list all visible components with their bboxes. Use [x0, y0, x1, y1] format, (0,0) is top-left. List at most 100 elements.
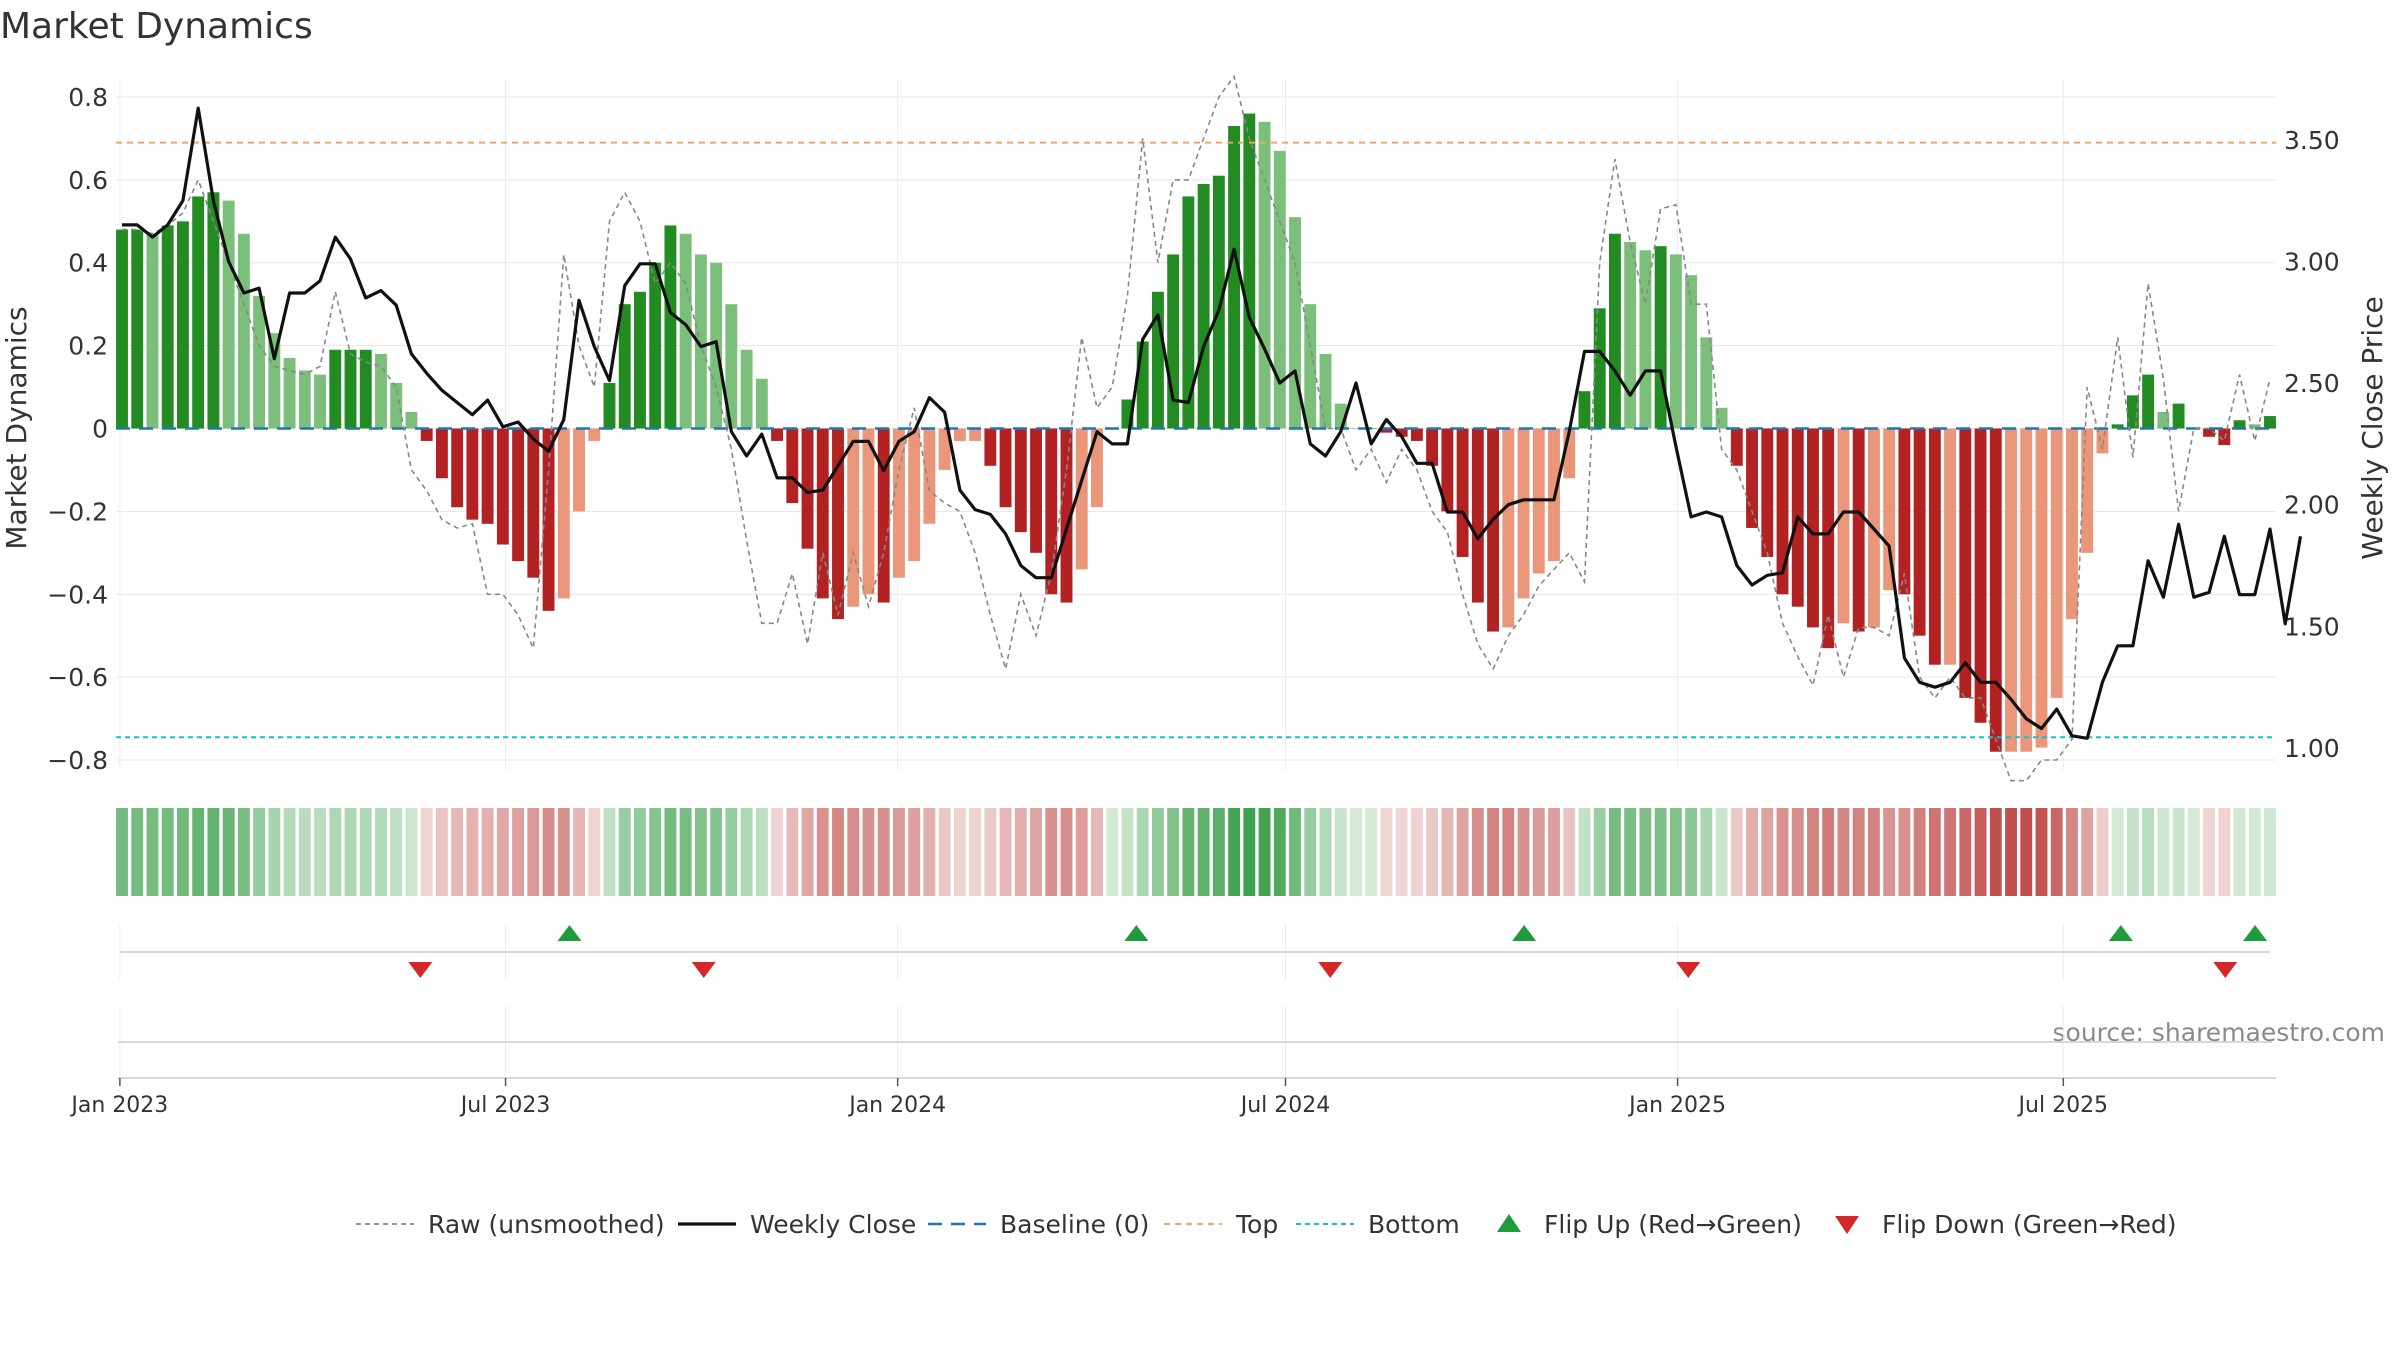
- bar: [116, 229, 128, 429]
- bar: [1289, 217, 1301, 429]
- legend: Raw (unsmoothed) Weekly Close Baseline (0)…: [356, 1210, 2177, 1239]
- ribbon-cell: [694, 808, 707, 896]
- ribbon-cell: [1075, 808, 1088, 896]
- bar: [1989, 428, 2002, 752]
- bar: [1060, 428, 1073, 603]
- ribbon-cell: [1974, 808, 1987, 896]
- ribbon-cell: [1212, 808, 1225, 896]
- bar: [1487, 428, 1500, 632]
- ribbon-cell: [1852, 808, 1865, 896]
- bar: [2081, 428, 2094, 553]
- bar: [603, 382, 616, 429]
- x-tick-label: Jul 2023: [459, 1093, 551, 1118]
- bar: [1685, 275, 1698, 429]
- bar: [1746, 428, 1758, 528]
- legend-label: Weekly Close: [750, 1210, 916, 1239]
- ribbon-cell: [649, 808, 662, 896]
- ribbon-cell: [908, 808, 921, 896]
- bar: [2020, 428, 2033, 752]
- bar: [1776, 428, 1789, 595]
- bar: [207, 192, 220, 429]
- ribbon-cell: [1837, 808, 1850, 896]
- y-left-tick-label: −0.8: [47, 746, 108, 775]
- ribbon-cell: [1624, 808, 1637, 896]
- ribbon-cell: [1334, 808, 1347, 896]
- bar: [588, 428, 601, 441]
- bar: [2157, 411, 2170, 429]
- ribbon-cell: [2264, 808, 2276, 896]
- ribbon-cell: [2157, 808, 2170, 896]
- ribbon-cell: [1014, 808, 1027, 896]
- bar: [877, 428, 890, 603]
- bar: [725, 304, 738, 429]
- bar: [451, 428, 464, 508]
- ribbon-cell: [1685, 808, 1698, 896]
- ribbon-cell: [1197, 808, 1210, 896]
- y-right-tick-label: 2.00: [2284, 491, 2340, 520]
- ribbon-cell: [1441, 808, 1454, 896]
- legend-label: Baseline (0): [1000, 1210, 1149, 1239]
- ribbon-cell: [1532, 808, 1545, 896]
- ribbon-cell: [847, 808, 860, 896]
- flip-up-marker: [2243, 925, 2268, 941]
- ribbon-cell: [1867, 808, 1880, 896]
- ribbon-cell: [222, 808, 235, 896]
- bar: [1624, 242, 1637, 429]
- ribbon-cell: [2187, 808, 2200, 896]
- ribbon-cell: [999, 808, 1012, 896]
- flip-down-marker: [408, 962, 433, 978]
- ribbon-cell: [1243, 808, 1256, 896]
- x-tick-label: Jul 2024: [1239, 1093, 1331, 1118]
- legend-label: Raw (unsmoothed): [428, 1210, 665, 1239]
- ribbon-cell: [1715, 808, 1728, 896]
- bars-group: [116, 113, 2276, 752]
- legend-label: Bottom: [1368, 1210, 1460, 1239]
- ribbon-cell: [588, 808, 601, 896]
- ribbon-cell: [405, 808, 418, 896]
- bar: [1578, 391, 1591, 429]
- bar: [755, 378, 768, 429]
- bar: [801, 428, 814, 549]
- bar: [496, 428, 509, 545]
- bar: [1730, 428, 1743, 466]
- ribbon-cell: [2233, 808, 2246, 896]
- x-tick-label: Jul 2025: [2017, 1093, 2109, 1118]
- ribbon-cell: [451, 808, 464, 896]
- bar: [1091, 428, 1103, 508]
- bar: [953, 428, 966, 441]
- bar: [314, 374, 326, 429]
- x-axis: Jan 2023 Jul 2023 Jan 2024 Jul 2024 Jan 2025…: [69, 1041, 2276, 1118]
- bar: [2096, 428, 2109, 454]
- bar: [405, 411, 418, 429]
- bar: [847, 428, 860, 607]
- bar: [1075, 428, 1088, 570]
- bar: [1410, 428, 1423, 441]
- ribbon-cell: [1289, 808, 1301, 896]
- ribbon-cell: [679, 808, 692, 896]
- ribbon-cell: [314, 808, 326, 896]
- bar: [1243, 113, 1256, 429]
- bar: [1228, 125, 1241, 429]
- bar: [298, 370, 311, 429]
- ribbon-cell: [1410, 808, 1423, 896]
- ribbon-cell: [786, 808, 799, 896]
- ribbon-cell: [268, 808, 281, 896]
- flip-up-marker: [1512, 925, 1537, 941]
- ribbon-cell: [1944, 808, 1957, 896]
- bar: [1883, 428, 1896, 591]
- ribbon-cell: [1136, 808, 1149, 896]
- legend-label: Top: [1235, 1210, 1278, 1239]
- legend-swatch: [1835, 1216, 1859, 1234]
- ribbon-cell: [390, 808, 403, 896]
- ribbon-cell: [192, 808, 205, 896]
- bar: [268, 333, 281, 429]
- bar: [938, 428, 951, 470]
- bar: [1304, 304, 1317, 429]
- ribbon-cell: [1091, 808, 1103, 896]
- bar: [161, 225, 174, 429]
- bar: [329, 349, 342, 429]
- lines-group: [116, 74, 2303, 782]
- bar: [1030, 428, 1042, 553]
- bar: [1182, 196, 1195, 429]
- y-left-tick-label: −0.6: [47, 663, 108, 692]
